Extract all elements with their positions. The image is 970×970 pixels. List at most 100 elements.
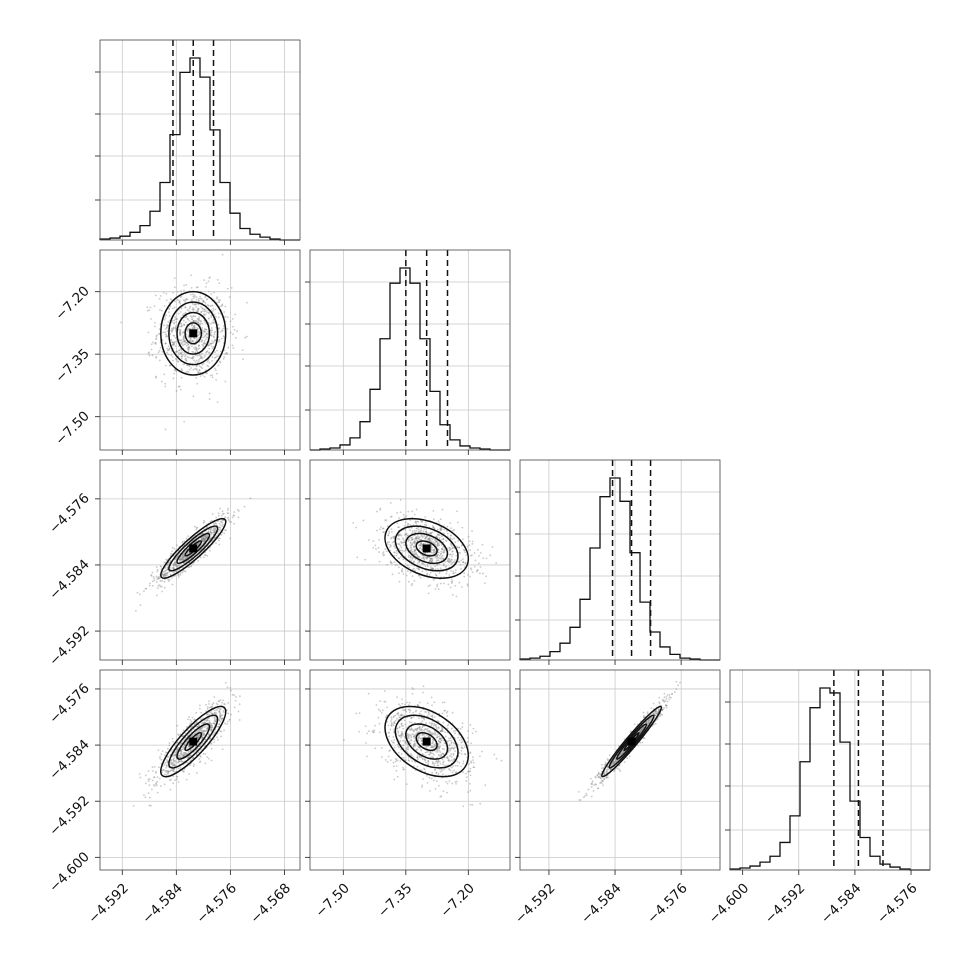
sample-point bbox=[439, 751, 442, 753]
sample-point bbox=[204, 554, 207, 557]
sample-point bbox=[160, 753, 163, 755]
sample-point bbox=[469, 767, 472, 770]
sample-point bbox=[192, 340, 195, 343]
sample-point bbox=[166, 761, 169, 764]
sample-point bbox=[404, 703, 406, 706]
sample-point bbox=[437, 520, 440, 523]
sample-point bbox=[409, 524, 411, 526]
sample-point bbox=[204, 354, 207, 357]
sample-point bbox=[179, 572, 182, 574]
sample-point bbox=[222, 512, 225, 515]
sample-point bbox=[217, 312, 220, 315]
sample-point bbox=[439, 768, 441, 771]
sample-point bbox=[439, 582, 442, 585]
sample-point bbox=[181, 760, 184, 763]
sample-point bbox=[433, 743, 436, 746]
sample-point bbox=[201, 307, 204, 310]
sample-point bbox=[414, 549, 417, 552]
sample-point bbox=[479, 755, 481, 758]
sample-point bbox=[206, 311, 208, 314]
sample-point bbox=[386, 760, 389, 763]
sample-point bbox=[417, 568, 420, 571]
sample-point bbox=[204, 330, 206, 332]
sample-point bbox=[461, 586, 463, 588]
sample-point bbox=[177, 360, 180, 363]
sample-point bbox=[172, 377, 175, 380]
sample-point bbox=[206, 364, 209, 367]
sample-point bbox=[218, 301, 220, 303]
sample-point bbox=[173, 277, 176, 280]
sample-point bbox=[180, 325, 183, 328]
sample-point bbox=[458, 761, 461, 764]
sample-point bbox=[147, 331, 150, 334]
sample-point bbox=[409, 529, 411, 531]
sample-point bbox=[450, 727, 453, 730]
sample-point bbox=[223, 356, 226, 358]
sample-point bbox=[221, 304, 224, 306]
sample-point bbox=[207, 317, 210, 320]
sample-point bbox=[219, 730, 222, 733]
sample-point bbox=[438, 554, 441, 557]
sample-point bbox=[442, 790, 445, 793]
sample-point bbox=[209, 276, 211, 279]
sample-point bbox=[451, 538, 454, 541]
sample-point bbox=[449, 760, 451, 762]
sample-point bbox=[208, 344, 211, 346]
sample-point bbox=[452, 747, 454, 749]
sample-point bbox=[173, 567, 175, 570]
sample-point bbox=[209, 726, 212, 729]
sample-point bbox=[203, 340, 206, 342]
sample-point bbox=[193, 359, 195, 362]
sample-point bbox=[441, 701, 444, 704]
sample-point bbox=[378, 722, 381, 725]
sample-point bbox=[454, 569, 457, 572]
sample-point bbox=[198, 344, 201, 347]
sample-point bbox=[665, 695, 668, 698]
sample-point bbox=[144, 782, 147, 785]
sample-point bbox=[163, 304, 166, 307]
sample-point bbox=[390, 531, 393, 533]
sample-point bbox=[437, 588, 440, 590]
axes-frame bbox=[99, 249, 301, 451]
sample-point bbox=[155, 356, 157, 359]
sample-point bbox=[166, 564, 169, 566]
sample-point bbox=[380, 526, 382, 528]
sample-point bbox=[441, 712, 444, 715]
sample-point bbox=[402, 513, 405, 516]
sample-point bbox=[388, 731, 391, 734]
sample-point bbox=[205, 328, 207, 331]
sample-point bbox=[174, 351, 177, 354]
sample-point bbox=[206, 526, 209, 529]
sample-point bbox=[431, 546, 433, 549]
sample-point bbox=[164, 335, 167, 338]
sample-point bbox=[184, 301, 187, 303]
histogram-panel-2 bbox=[515, 459, 721, 665]
sample-point bbox=[180, 322, 183, 325]
x-tick-label: −4.592 bbox=[85, 880, 132, 927]
sample-point bbox=[179, 296, 182, 299]
sample-point bbox=[155, 376, 157, 379]
sample-point bbox=[411, 538, 414, 540]
sample-point bbox=[441, 508, 444, 511]
histogram-step-0 bbox=[99, 57, 300, 241]
sample-point bbox=[183, 323, 186, 326]
sample-point bbox=[195, 303, 198, 306]
sample-point bbox=[210, 329, 212, 332]
sample-point bbox=[390, 722, 393, 724]
sample-point bbox=[191, 323, 194, 326]
sample-point bbox=[201, 363, 204, 366]
sample-point bbox=[185, 371, 187, 374]
sample-point bbox=[454, 781, 457, 783]
sample-point bbox=[209, 528, 212, 531]
sample-point bbox=[446, 756, 449, 758]
sample-point bbox=[386, 706, 388, 709]
sample-point bbox=[168, 349, 170, 351]
sample-point bbox=[389, 759, 392, 762]
sample-point bbox=[185, 778, 188, 781]
sample-point bbox=[179, 331, 182, 334]
sample-point bbox=[164, 573, 167, 575]
sample-point bbox=[412, 711, 415, 714]
sample-point bbox=[157, 351, 160, 354]
sample-point bbox=[438, 735, 441, 738]
sample-point bbox=[218, 523, 221, 525]
